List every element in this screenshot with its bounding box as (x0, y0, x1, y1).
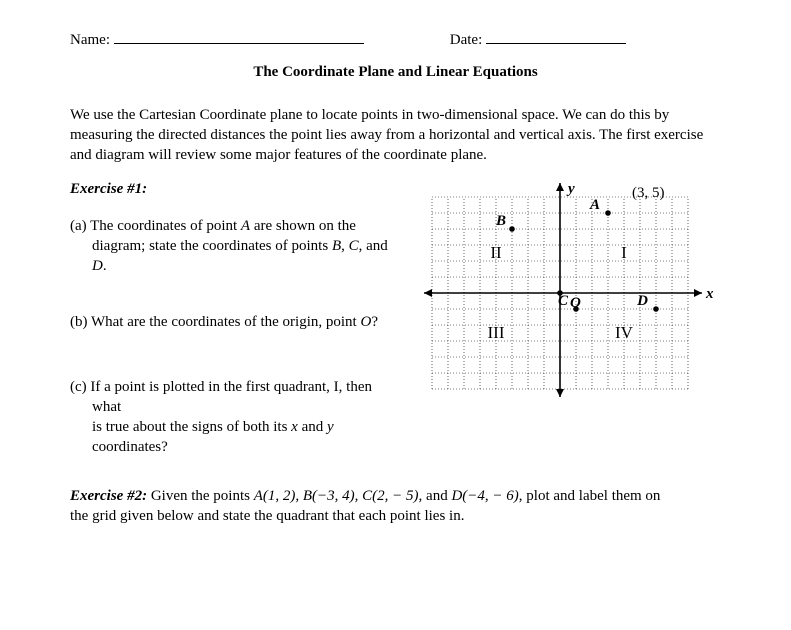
svg-text:y: y (566, 181, 575, 197)
ex2-B: B(−3, 4), (303, 488, 362, 504)
name-blank[interactable] (114, 43, 364, 44)
exercise1-label: Exercise #1: (70, 179, 400, 199)
questions-column: Exercise #1: (a) The coordinates of poin… (70, 179, 400, 457)
ex2-D: D(−4, − 6) (451, 488, 518, 504)
ex2-A: A(1, 2), (254, 488, 303, 504)
svg-text:D: D (636, 293, 648, 309)
qc-y: y (327, 419, 334, 435)
svg-text:I: I (621, 243, 627, 262)
date-label: Date: (450, 32, 482, 48)
intro-paragraph: We use the Cartesian Coordinate plane to… (70, 105, 721, 166)
svg-text:(3, 5): (3, 5) (632, 185, 665, 201)
svg-text:O: O (570, 295, 581, 311)
question-b: (b) What are the coordinates of the orig… (70, 312, 400, 332)
question-c: (c) If a point is plotted in the first q… (70, 377, 400, 458)
svg-text:x: x (705, 286, 714, 302)
date-blank[interactable] (486, 43, 626, 44)
qb-text1: (b) What are the coordinates of the orig… (70, 314, 360, 330)
ex2-line2: the grid given below and state the quadr… (70, 506, 721, 526)
qc-and: and (298, 419, 327, 435)
svg-text:III: III (488, 323, 505, 342)
svg-text:IV: IV (615, 323, 634, 342)
date-field: Date: (450, 30, 721, 50)
exercise2: Exercise #2: Given the points A(1, 2), B… (70, 486, 721, 527)
coordinate-grid-svg: yxIIIIIIIVABCDO(3, 5) (418, 179, 718, 403)
ex2-text2: , plot and label them on (519, 488, 661, 504)
qa-period: . (103, 258, 107, 274)
qa-A: A (241, 218, 250, 234)
qb-text2: ? (371, 314, 378, 330)
qb-O: O (360, 314, 371, 330)
qa-C: C (349, 238, 359, 254)
qc-text1: (c) If a point is plotted in the first q… (70, 379, 372, 415)
qa-comma1: , (341, 238, 349, 254)
name-field: Name: (70, 30, 450, 50)
page-title: The Coordinate Plane and Linear Equation… (70, 62, 721, 82)
qc-x: x (291, 419, 298, 435)
coordinate-plane: yxIIIIIIIVABCDO(3, 5) (418, 179, 718, 403)
qc-line2a: is true about the signs of both its (92, 419, 291, 435)
exercise2-label: Exercise #2: (70, 488, 147, 504)
ex2-text1: Given the points (147, 488, 254, 504)
qa-comma2: , and (359, 238, 388, 254)
qc-line2b: coordinates? (92, 439, 168, 455)
ex2-and: and (422, 488, 451, 504)
header-row: Name: Date: (70, 30, 721, 50)
qa-line2a: diagram; state the coordinates of points (92, 238, 332, 254)
ex2-C: C(2, − 5), (362, 488, 422, 504)
svg-text:B: B (495, 213, 506, 229)
qa-D: D (92, 258, 103, 274)
name-label: Name: (70, 32, 110, 48)
qa-text2: are shown on the (250, 218, 356, 234)
qa-text1: (a) The coordinates of point (70, 218, 241, 234)
question-a: (a) The coordinates of point A are shown… (70, 216, 400, 277)
qa-B: B (332, 238, 341, 254)
svg-text:II: II (490, 243, 502, 262)
svg-text:A: A (589, 197, 600, 213)
